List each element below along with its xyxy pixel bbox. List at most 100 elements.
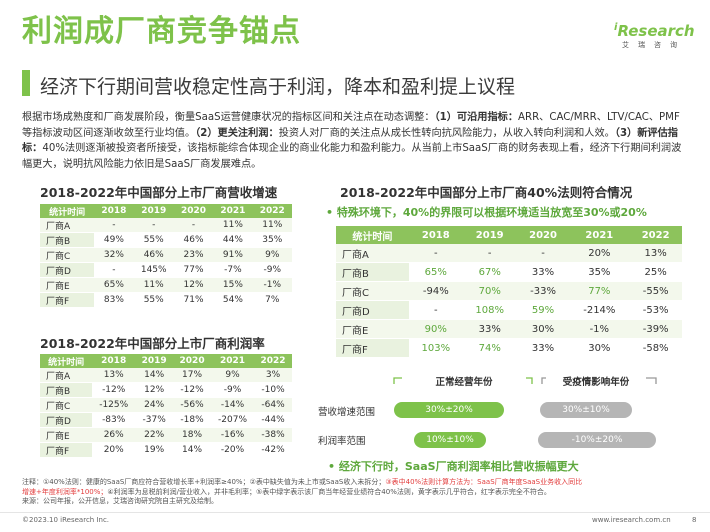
table-cell: -7% bbox=[213, 262, 253, 278]
table-cell: -125% bbox=[92, 397, 136, 413]
row-label: 厂商C bbox=[336, 281, 409, 301]
table-cell: 15% bbox=[213, 277, 253, 293]
table-cell: -38% bbox=[254, 427, 292, 443]
table-cell: 24% bbox=[135, 397, 174, 413]
table-cell: -20% bbox=[211, 442, 255, 458]
table-row: 厂商F 103% 74% 33% 30% -58% bbox=[336, 338, 682, 358]
page-subtitle: 经济下行期间营收稳定性高于利润，降本和盈利提上议程 bbox=[40, 76, 516, 98]
table-cell: -53% bbox=[629, 300, 682, 320]
table-cell: 13% bbox=[92, 368, 136, 383]
table-row: 厂商E 26% 22% 18% -16% -38% bbox=[40, 427, 292, 443]
row-label: 厂商D bbox=[40, 262, 95, 278]
table-row: 厂商E 90% 33% 30% -1% -39% bbox=[336, 319, 682, 339]
table-row: 厂商D -145% 77% -7% -9% bbox=[40, 262, 292, 278]
table-row: 厂商C 32% 46% 23% 91% 9% bbox=[40, 247, 292, 263]
profit-normal-pill: 10%±10% bbox=[414, 432, 486, 448]
bullet-dot: • bbox=[328, 460, 339, 473]
table-row: 厂商B 49% 55% 46% 44% 35% bbox=[40, 232, 292, 248]
profit-epidemic-pill: -10%±20% bbox=[538, 432, 656, 448]
website: www.iresearch.com.cn bbox=[592, 516, 671, 524]
conclusion-note: • 经济下行时，SaaS厂商利润率相比营收振幅更大 bbox=[328, 460, 579, 473]
table-cell: 59% bbox=[516, 300, 570, 320]
table-cell: 30% bbox=[569, 338, 630, 358]
table-header-row: 统计时间 2018 2019 2020 2021 2022 bbox=[40, 354, 292, 368]
column-header: 统计时间 bbox=[40, 204, 95, 218]
table-cell: 65% bbox=[408, 262, 463, 282]
rule40-table: 统计时间 2018 2019 2020 2021 2022 厂商A - - -20% 13% 厂商B 6… bbox=[336, 226, 682, 358]
column-header: 2022 bbox=[629, 226, 682, 244]
table-cell: 44% bbox=[213, 232, 253, 248]
table-cell: 13% bbox=[629, 244, 682, 263]
table-cell: 74% bbox=[462, 338, 517, 358]
row-label: 厂商C bbox=[40, 397, 93, 413]
table-cell: 11% bbox=[213, 218, 253, 233]
row-label: 厂商F bbox=[336, 338, 409, 358]
column-header: 2021 bbox=[569, 226, 630, 244]
table-cell: 77% bbox=[173, 262, 214, 278]
table-cell: 33% bbox=[462, 319, 517, 339]
rule40-table-wrap: 统计时间 2018 2019 2020 2021 2022 厂商A - - -20% 13% 厂商B 6… bbox=[336, 226, 682, 358]
table-cell: -83% bbox=[92, 412, 136, 428]
table-cell: 11% bbox=[133, 277, 174, 293]
profit-table-wrap: 统计时间 2018 2019 2020 2021 2022 厂商A 13% 14% 17% 9% 3%… bbox=[40, 354, 292, 458]
row-label: 厂商B bbox=[336, 262, 409, 282]
table-cell: 9% bbox=[252, 247, 292, 263]
epidemic-year-label: 受疫情影响年份 bbox=[546, 374, 646, 388]
table-cell: 25% bbox=[629, 262, 682, 282]
table-cell: 145% bbox=[133, 262, 174, 278]
table-cell: 55% bbox=[133, 232, 174, 248]
column-header: 2020 bbox=[173, 354, 212, 368]
table-cell: 108% bbox=[462, 300, 517, 320]
table-cell: - bbox=[173, 218, 214, 233]
page-number: 8 bbox=[692, 516, 697, 524]
row-label: 厂商C bbox=[40, 247, 95, 263]
profit-table: 统计时间 2018 2019 2020 2021 2022 厂商A 13% 14% 17% 9% 3%… bbox=[40, 354, 292, 458]
row-label: 厂商D bbox=[336, 300, 409, 320]
table-cell: 71% bbox=[173, 292, 214, 308]
table-cell: 91% bbox=[213, 247, 253, 263]
table-cell: 54% bbox=[213, 292, 253, 308]
table-row: 厂商F 20% 19% 14% -20% -42% bbox=[40, 442, 292, 458]
subtitle-accent-bar bbox=[22, 70, 30, 96]
table-cell: -18% bbox=[173, 412, 212, 428]
growth-table: 统计时间 2018 2019 2020 2021 2022 厂商A - - -11% 11% 厂商B 4… bbox=[40, 204, 292, 308]
rule40-table-title: 2018-2022年中国部分上市厂商40%法则符合情况 bbox=[340, 185, 633, 200]
table-cell: 23% bbox=[173, 247, 214, 263]
normal-year-label: 正常经营年份 bbox=[402, 374, 526, 388]
footer-divider bbox=[0, 512, 710, 513]
table-row: 厂商A 13% 14% 17% 9% 3% bbox=[40, 368, 292, 383]
table-cell: 18% bbox=[173, 427, 212, 443]
column-header: 2019 bbox=[462, 226, 517, 244]
table-cell: 49% bbox=[94, 232, 134, 248]
table-cell: 22% bbox=[135, 427, 174, 443]
table-cell: 12% bbox=[173, 277, 214, 293]
table-cell: 70% bbox=[462, 281, 517, 301]
table-cell: - bbox=[94, 218, 134, 233]
row-label: 厂商E bbox=[40, 277, 95, 293]
column-header: 2021 bbox=[213, 204, 253, 218]
row-label: 厂商F bbox=[40, 442, 93, 458]
rule40-note: • 特殊环境下，40%的界限可以根据环境适当放宽至30%或20% bbox=[326, 206, 647, 219]
table-cell: 12% bbox=[135, 382, 174, 398]
table-cell: -55% bbox=[629, 281, 682, 301]
table-cell: -1% bbox=[569, 319, 630, 339]
intro-paragraph: 根据市场成熟度和厂商发展阶段，衡量SaaS运营健康状况的指标区间和关注点在动态调… bbox=[22, 112, 682, 170]
growth-table-title: 2018-2022年中国部分上市厂商营收增速 bbox=[40, 185, 278, 200]
table-cell: -42% bbox=[254, 442, 292, 458]
table-cell: 17% bbox=[173, 368, 212, 383]
row-label: 厂商B bbox=[40, 232, 95, 248]
table-cell: 14% bbox=[173, 442, 212, 458]
table-cell: -214% bbox=[569, 300, 630, 320]
table-cell: -94% bbox=[408, 281, 463, 301]
table-row: 厂商C -125% 24% -56% -14% -64% bbox=[40, 397, 292, 413]
table-row: 厂商F 83% 55% 71% 54% 7% bbox=[40, 292, 292, 308]
table-cell: 30% bbox=[516, 319, 570, 339]
table-cell: -1% bbox=[252, 277, 292, 293]
table-cell: 20% bbox=[92, 442, 136, 458]
table-cell: -56% bbox=[173, 397, 212, 413]
column-header: 2020 bbox=[173, 204, 214, 218]
table-cell: 65% bbox=[94, 277, 134, 293]
table-cell: -39% bbox=[629, 319, 682, 339]
table-cell: 33% bbox=[516, 262, 570, 282]
table-row: 厂商B 65% 67% 33% 35% 25% bbox=[336, 262, 682, 282]
